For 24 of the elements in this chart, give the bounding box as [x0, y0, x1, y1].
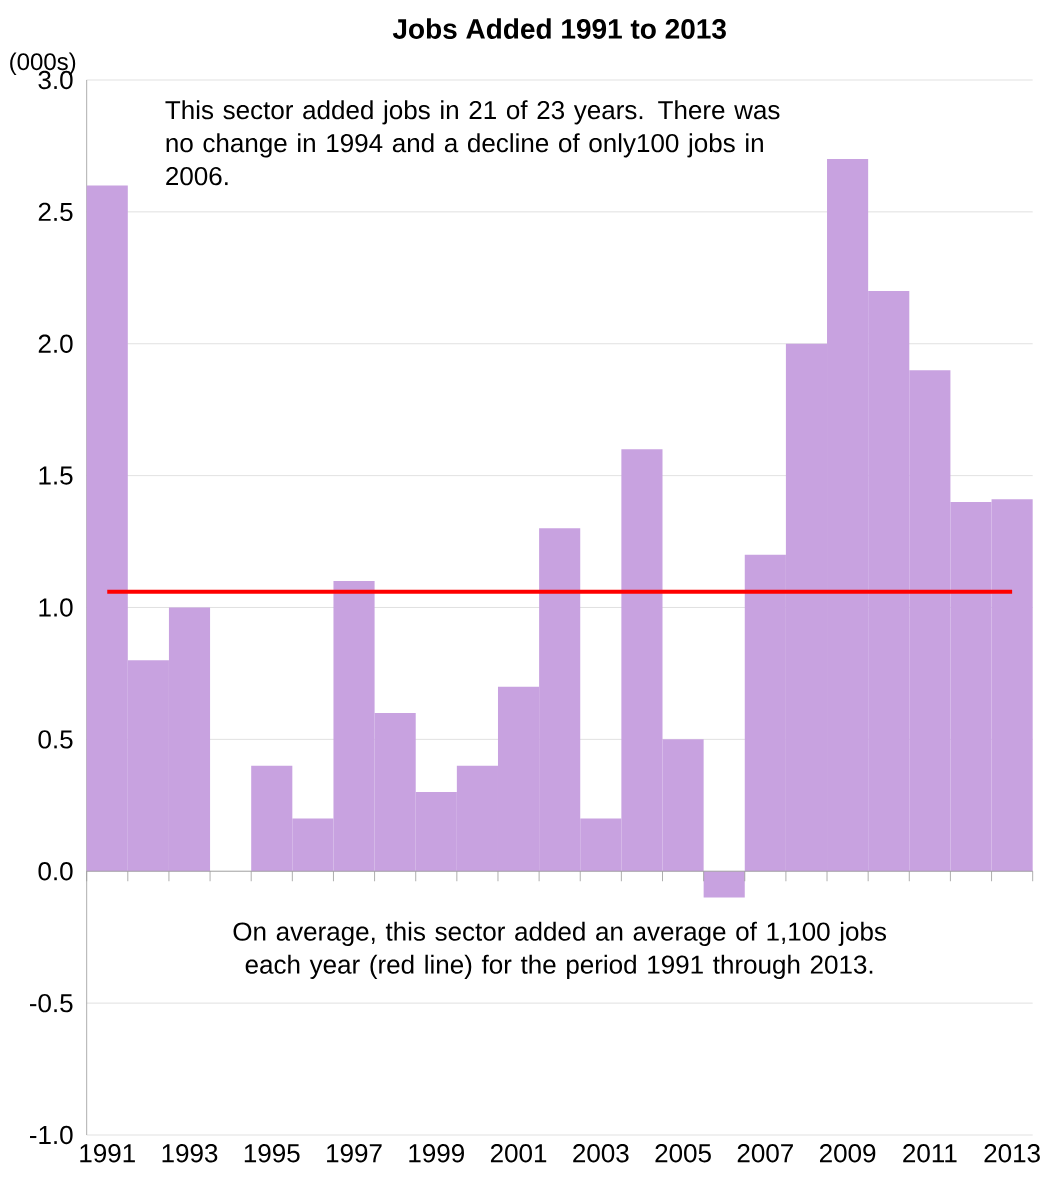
x-tick-label: 1991 [80, 1144, 136, 1163]
y-tick-label: -0.5 [30, 993, 73, 1013]
x-tick-label: 2013 [984, 1144, 1041, 1163]
x-tick-label: 1993 [162, 1144, 218, 1163]
x-tick-label: 1997 [327, 1144, 382, 1163]
x-tick-label: 2001 [491, 1144, 547, 1163]
y-tick-label: 2.5 [38, 202, 73, 222]
x-tick-label: 1999 [409, 1144, 465, 1163]
x-tick-label: 2011 [903, 1144, 957, 1163]
y-tick-label: 0.5 [38, 730, 73, 749]
x-tick-label: 2003 [573, 1144, 629, 1163]
y-tick-label: -1.0 [30, 1125, 73, 1145]
y-tick-label: 2.0 [38, 334, 73, 353]
chart-title: Jobs Added 1991 to 2013 [392, 18, 727, 39]
y-tick-label: 0.0 [38, 862, 73, 881]
annotation: On average, this sector added an average of 1,100 jobs each year (red line) for the period 1991 through 2013. [233, 921, 887, 979]
y-tick-label: 1.0 [39, 598, 73, 617]
x-tick-label: 2007 [737, 1144, 794, 1163]
x-tick-label: 2009 [820, 1144, 876, 1163]
x-tick-label: 2005 [655, 1144, 712, 1163]
annotation: This sector added jobs in 21 of 23 years. There was no change in 1994 and a decline of only100 jobs in 2006. [165, 100, 780, 186]
bar [703, 871, 745, 898]
x-tick-label: 1995 [244, 1144, 300, 1163]
y-tick-label: 1.5 [39, 466, 73, 485]
